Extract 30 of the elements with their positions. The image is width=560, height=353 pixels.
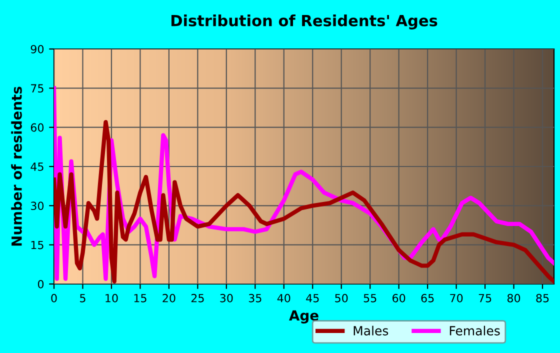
x-tick-label: 45 (306, 294, 319, 302)
x-tick-label: 60 (392, 294, 406, 302)
x-tick-label: 85 (536, 294, 549, 302)
y-tick-label: 90 (30, 44, 44, 54)
x-tick-label: 65 (421, 294, 434, 302)
x-tick-label: 75 (478, 294, 492, 302)
x-tick-label: 55 (364, 294, 376, 302)
x-tick-label: 0 (51, 294, 57, 302)
y-tick-label: 30 (30, 202, 44, 210)
x-tick-label: 30 (220, 294, 233, 302)
x-tick-label: 10 (106, 294, 118, 302)
x-tick-label: 40 (277, 294, 290, 302)
x-tick-label: 15 (134, 294, 146, 302)
y-tick-label: 75 (31, 84, 44, 93)
x-tick-label: 70 (450, 294, 463, 302)
x-tick-label: 80 (507, 294, 520, 302)
legend-label: Males (354, 326, 388, 336)
chart-title: Distribution of Residents' Ages (171, 14, 438, 30)
x-axis-title: Age (289, 310, 318, 324)
x-tick-label: 20 (162, 294, 176, 302)
y-axis-title: Number of residents (11, 86, 22, 246)
x-tick-label: 50 (335, 294, 348, 302)
x-tick-label: 5 (80, 294, 86, 302)
y-tick-label: 45 (30, 162, 44, 171)
legend-label: Females (450, 326, 500, 336)
y-tick-label: 60 (30, 123, 44, 132)
x-tick-label: 25 (191, 294, 204, 302)
y-tick-label: 15 (31, 240, 44, 250)
y-tick-label: 0 (38, 280, 44, 288)
x-tick-label: 35 (248, 294, 262, 302)
